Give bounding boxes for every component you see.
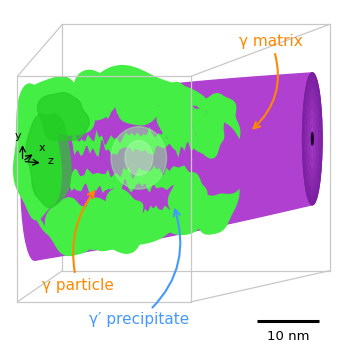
Ellipse shape (311, 133, 313, 145)
Polygon shape (189, 94, 240, 152)
Polygon shape (157, 83, 197, 139)
Text: γ particle: γ particle (42, 192, 113, 293)
Ellipse shape (21, 101, 49, 260)
Text: 10 nm: 10 nm (267, 330, 309, 342)
Polygon shape (193, 171, 239, 234)
Text: γ matrix: γ matrix (239, 34, 303, 128)
Polygon shape (26, 114, 71, 208)
Ellipse shape (311, 128, 314, 150)
Ellipse shape (303, 78, 321, 199)
Ellipse shape (310, 122, 315, 155)
Polygon shape (23, 66, 223, 245)
Ellipse shape (309, 117, 315, 161)
Ellipse shape (307, 100, 318, 177)
Ellipse shape (312, 133, 313, 144)
Polygon shape (45, 191, 89, 238)
Ellipse shape (304, 84, 320, 194)
Polygon shape (28, 82, 87, 236)
Polygon shape (45, 198, 97, 255)
Ellipse shape (303, 73, 322, 205)
Text: γ′ precipitate: γ′ precipitate (89, 210, 189, 327)
Text: x: x (39, 143, 46, 153)
Polygon shape (136, 161, 206, 235)
Polygon shape (35, 73, 312, 260)
Ellipse shape (306, 95, 319, 183)
Ellipse shape (125, 141, 153, 175)
Polygon shape (115, 81, 158, 125)
Polygon shape (24, 77, 94, 135)
Ellipse shape (303, 73, 322, 205)
Polygon shape (35, 178, 201, 218)
Ellipse shape (308, 111, 316, 166)
Polygon shape (28, 123, 73, 229)
Text: y: y (14, 132, 21, 142)
Polygon shape (35, 102, 208, 144)
Polygon shape (194, 116, 245, 195)
Polygon shape (37, 93, 89, 141)
Polygon shape (168, 172, 207, 217)
Polygon shape (35, 141, 215, 182)
Ellipse shape (305, 89, 320, 188)
Polygon shape (14, 84, 61, 220)
Polygon shape (170, 112, 232, 181)
Ellipse shape (307, 106, 317, 172)
Polygon shape (86, 198, 129, 251)
Text: z: z (47, 156, 53, 166)
Ellipse shape (111, 127, 167, 189)
Polygon shape (114, 79, 199, 160)
Polygon shape (50, 83, 144, 189)
Polygon shape (191, 109, 224, 158)
Polygon shape (71, 162, 143, 253)
Polygon shape (102, 189, 147, 233)
Polygon shape (75, 70, 122, 120)
